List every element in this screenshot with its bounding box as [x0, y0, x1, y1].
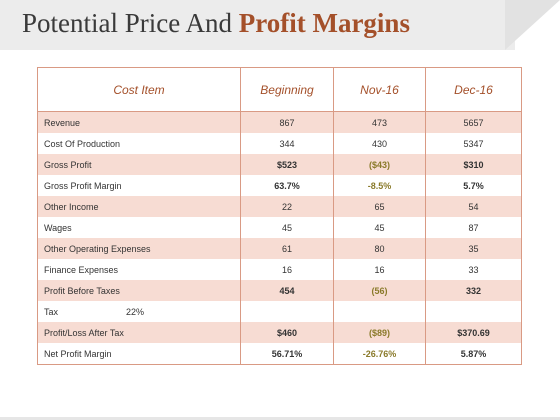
cell-nov-16: (56) [333, 280, 426, 301]
cell-beginning: 61 [240, 238, 334, 259]
cell-dec-16: $370.69 [425, 322, 522, 343]
row-label: Profit/Loss After Tax [37, 322, 241, 343]
table-row: Profit Before Taxes 454 (56) 332 [37, 280, 522, 301]
row-label: Other Income [37, 196, 241, 217]
table-row: Finance Expenses 16 16 33 [37, 259, 522, 280]
row-label: Net Profit Margin [37, 343, 241, 365]
table-row: Wages 45 45 87 [37, 217, 522, 238]
cell-nov-16: -8.5% [333, 175, 426, 196]
cell-dec-16: $310 [425, 154, 522, 175]
table-row: Gross Profit $523 ($43) $310 [37, 154, 522, 175]
row-label: Gross Profit [37, 154, 241, 175]
cell-beginning: 22 [240, 196, 334, 217]
row-label: Finance Expenses [37, 259, 241, 280]
cell-dec-16: 5347 [463, 138, 484, 149]
table-row: Tax 22% [37, 301, 522, 322]
table-row: Revenue 867 473 5657 [37, 111, 522, 133]
profit-table-container: Cost Item Beginning Nov-16 Dec-16 Revenu… [37, 67, 522, 365]
tax-rate: 22% [126, 306, 145, 317]
cell-dec-16: 332 [425, 280, 522, 301]
cell-beginning: 344 [240, 133, 334, 154]
cell-nov-16 [333, 301, 426, 322]
table-row: Gross Profit Margin 63.7% -8.5% 5.7% [37, 175, 522, 196]
row-label: Other Operating Expenses [37, 238, 241, 259]
cell-dec-16 [426, 301, 522, 322]
title-corner-decoration [505, 0, 560, 50]
row-label: Wages [37, 217, 241, 238]
cell-beginning: 867 [240, 111, 334, 133]
cell-dec-16: 5.87% [460, 348, 487, 359]
cell-beginning: 56.71% [240, 343, 334, 365]
table-row: Cost Of Production 344 430 5347 [37, 133, 522, 154]
cell-beginning: 45 [240, 217, 334, 238]
page-title: Potential Price And Profit Margins [22, 8, 410, 39]
row-label: Gross Profit Margin [37, 175, 241, 196]
cell-nov-16: 473 [333, 111, 426, 133]
header-dec-16: Dec-16 [425, 67, 522, 112]
cell-beginning [240, 301, 334, 322]
row-label: Revenue [37, 111, 241, 133]
cell-beginning: $523 [240, 154, 334, 175]
cell-dec-16: 5657 [425, 111, 522, 133]
cell-nov-16: -26.76% [333, 343, 426, 365]
cell-dec-16: 87 [468, 222, 479, 233]
row-label-tax: Tax 22% [37, 301, 241, 322]
cell-dec-16: 54 [425, 196, 522, 217]
cell-dec-16: 33 [468, 264, 479, 275]
page-title-accent: Profit Margins [238, 8, 410, 38]
cell-nov-16: 430 [333, 133, 426, 154]
row-label: Cost Of Production [37, 133, 241, 154]
page-title-prefix: Potential Price And [22, 8, 239, 38]
cell-dec-16: 5.7% [463, 180, 484, 191]
table-row: Profit/Loss After Tax $460 ($89) $370.69 [37, 322, 522, 343]
bottom-divider [0, 417, 560, 420]
cell-beginning: $460 [240, 322, 334, 343]
row-label: Tax [44, 306, 59, 317]
cell-nov-16: ($43) [333, 154, 426, 175]
table-header-row: Cost Item Beginning Nov-16 Dec-16 [37, 67, 522, 112]
cell-nov-16: 45 [333, 217, 426, 238]
title-bar [0, 0, 515, 50]
table-row: Net Profit Margin 56.71% -26.76% 5.87% [37, 343, 522, 365]
header-nov-16: Nov-16 [333, 67, 426, 112]
cell-nov-16: 65 [333, 196, 426, 217]
cell-nov-16: 80 [333, 238, 426, 259]
table-row: Other Operating Expenses 61 80 35 [37, 238, 522, 259]
table-row: Other Income 22 65 54 [37, 196, 522, 217]
cell-nov-16: 16 [333, 259, 426, 280]
cell-dec-16: 35 [425, 238, 522, 259]
row-label: Profit Before Taxes [37, 280, 241, 301]
header-beginning: Beginning [240, 67, 334, 112]
profit-table: Cost Item Beginning Nov-16 Dec-16 Revenu… [37, 67, 522, 365]
cell-nov-16: ($89) [333, 322, 426, 343]
header-cost-item: Cost Item [37, 67, 241, 112]
cell-beginning: 16 [240, 259, 334, 280]
cell-beginning: 63.7% [240, 175, 334, 196]
cell-beginning: 454 [240, 280, 334, 301]
